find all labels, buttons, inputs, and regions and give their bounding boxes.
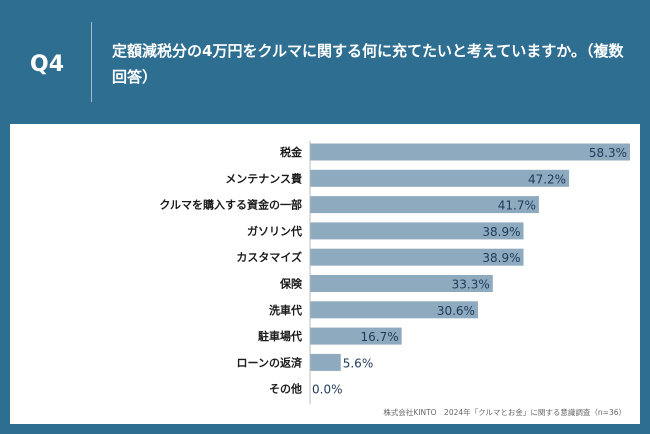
bar (310, 275, 493, 292)
question-label: Q4 (30, 52, 65, 77)
bar (310, 196, 539, 214)
chart-panel: 税金 58.3% メンテナンス費 47.2% クルマを購入する資金の一部 41.7% ガソリ… (10, 124, 640, 424)
bar (310, 169, 570, 187)
value-label: 30.6% (437, 304, 475, 318)
source-note: 株式会社KINTO 2024年「クルマとお金」に関する意識調査（n=36） (383, 408, 626, 417)
value-label: 58.3% (589, 146, 627, 160)
value-label: 33.3% (452, 278, 490, 292)
category-label: クルマを購入する資金の一部 (159, 198, 302, 212)
category-label: カスタマイズ (236, 250, 302, 264)
value-label: 5.6% (343, 356, 374, 370)
bar (310, 143, 630, 161)
kinto-logo: KINTO (14, 404, 89, 424)
value-label: 38.9% (482, 251, 520, 265)
header: Q4 定額減税分の4万円をクルマに関する何に充てたいと考えていますか。（複数回答… (0, 0, 650, 124)
value-label: 0.0% (312, 383, 343, 397)
value-label: 38.9% (482, 225, 520, 239)
header-divider (91, 22, 92, 102)
bar (310, 353, 341, 371)
chart-title: 定額減税分の4万円をクルマに関する何に充てたいと考えていますか。（複数回答） (112, 42, 624, 86)
value-label: 41.7% (498, 199, 536, 213)
bar (310, 301, 478, 319)
category-label: その他 (269, 382, 302, 396)
category-label: ローンの返済 (237, 355, 303, 369)
category-label: 税金 (280, 145, 303, 159)
value-label: 16.7% (361, 330, 399, 344)
category-label: 保険 (279, 277, 303, 291)
bar (310, 248, 524, 266)
bar (310, 327, 402, 345)
value-label: 47.2% (528, 172, 566, 186)
category-label: メンテナンス費 (225, 171, 302, 185)
bar (310, 222, 524, 240)
category-label: ガソリン代 (247, 224, 302, 238)
category-label: 洗車代 (269, 303, 302, 317)
bar-chart: 税金 58.3% メンテナンス費 47.2% クルマを購入する資金の一部 41.7% ガソリ… (159, 141, 630, 404)
category-label: 駐車場代 (258, 329, 302, 343)
